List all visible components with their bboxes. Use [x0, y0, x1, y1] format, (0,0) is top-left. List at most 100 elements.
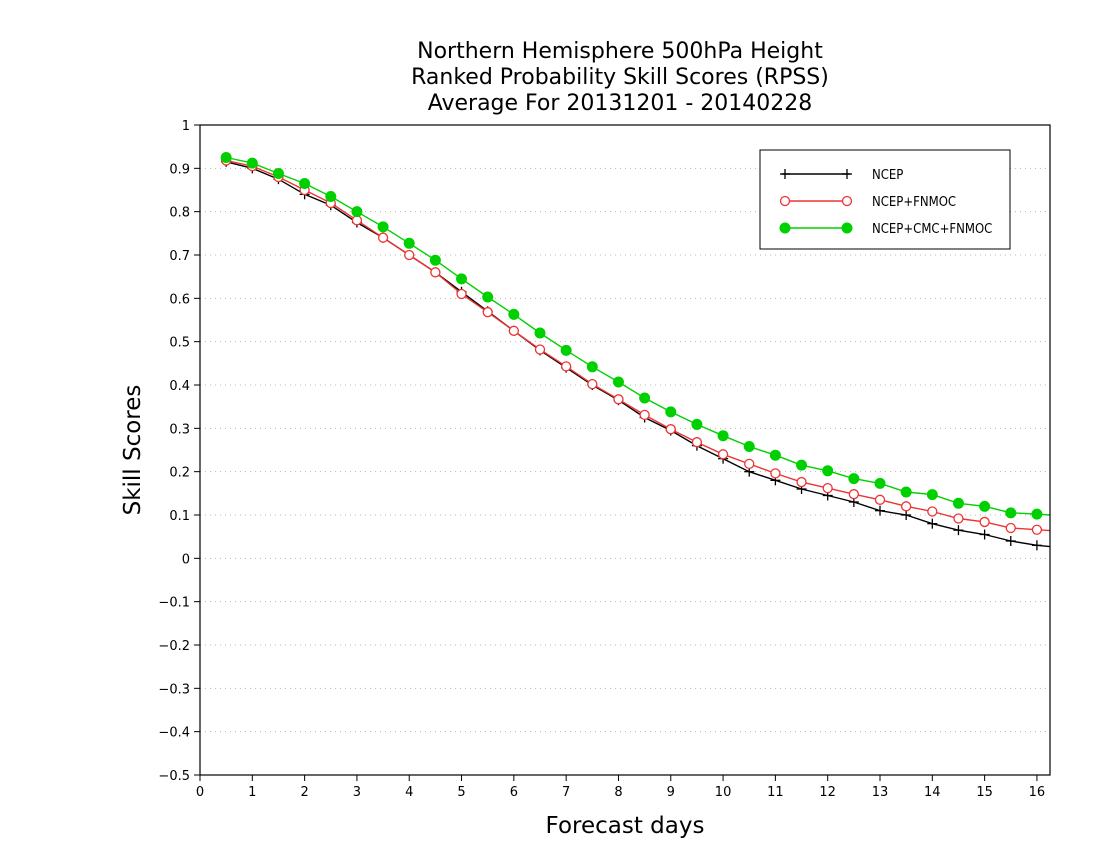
data-point [926, 489, 938, 501]
data-point [377, 232, 389, 243]
series-layer [220, 152, 1051, 551]
data-point [508, 325, 519, 336]
data-point [717, 430, 729, 442]
x-tick-label: 1 [248, 785, 256, 800]
data-point [1031, 540, 1042, 551]
y-tick-label: 0.4 [169, 379, 190, 394]
legend-item-ncep-fnmoc: NCEP+FNMOC [779, 195, 956, 210]
legend-marker [841, 222, 853, 234]
data-point [848, 473, 860, 485]
legend-marker [780, 169, 790, 179]
data-point [429, 254, 441, 266]
data-point [246, 157, 258, 169]
data-point [612, 376, 624, 388]
data-point [351, 206, 363, 218]
data-point [900, 486, 912, 498]
data-point [1031, 508, 1043, 520]
data-point [272, 168, 284, 180]
x-tick-label: 12 [819, 785, 836, 800]
data-point [377, 221, 389, 233]
x-tick-label: 15 [976, 785, 993, 800]
data-point [796, 459, 808, 471]
y-tick-label: 0.1 [169, 509, 190, 524]
x-tick-label: 6 [510, 785, 518, 800]
data-point [874, 477, 886, 489]
data-point [299, 178, 311, 189]
title-line-3: Average For 20131201 - 20140228 [428, 91, 813, 116]
data-point [586, 361, 598, 373]
data-point [220, 152, 232, 163]
x-tick-label: 16 [1029, 785, 1046, 800]
legend: NCEP NCEP+FNMOC NCEP+CMC+FNMOC [759, 149, 1011, 250]
legend-item-ncep-cmc-fnmoc: NCEP+CMC+FNMOC [779, 222, 992, 237]
chart-title: Northern Hemisphere 500hPa Height Ranked… [411, 39, 829, 116]
data-point [691, 418, 703, 430]
data-point [456, 288, 467, 300]
x-tick-label: 9 [667, 785, 675, 800]
legend-items: NCEP NCEP+FNMOC NCEP+CMC+FNMOC [779, 168, 992, 237]
data-point [901, 510, 912, 520]
data-point [717, 449, 729, 460]
y-tick-label: −0.1 [158, 596, 190, 611]
data-point [822, 482, 833, 494]
data-point [560, 344, 572, 356]
data-point [351, 215, 363, 226]
y-tick-label: 0.6 [169, 292, 190, 307]
data-point [743, 441, 755, 453]
data-point [979, 516, 990, 528]
data-point [875, 505, 885, 516]
data-point [639, 392, 651, 404]
x-axis-label: Forecast days [546, 813, 705, 839]
y-tick-label: −0.5 [158, 769, 190, 784]
x-tick-label: 7 [562, 785, 570, 800]
x-tick-label: 8 [614, 785, 622, 800]
data-point [613, 394, 624, 405]
gridlines [200, 167, 1050, 733]
data-point [901, 501, 912, 512]
data-point [430, 267, 441, 278]
y-tick-label: 0.9 [169, 162, 190, 177]
x-tick-label: 11 [767, 785, 784, 800]
legend-marker [841, 195, 853, 207]
legend-marker [779, 195, 791, 207]
data-point [404, 249, 415, 261]
y-tick-label: −0.3 [158, 682, 190, 697]
data-point [952, 497, 964, 509]
y-tick-label: 0.5 [169, 336, 190, 351]
legend-label: NCEP [872, 168, 903, 183]
data-point [796, 476, 807, 488]
y-tick-label: 0 [182, 552, 190, 567]
data-point [665, 406, 677, 418]
x-tick-label: 4 [405, 785, 413, 800]
data-point [927, 506, 938, 517]
data-point [534, 344, 546, 355]
data-point [769, 449, 781, 461]
legend-item-ncep: NCEP [780, 168, 903, 183]
data-point [665, 424, 676, 435]
x-tick-label: 5 [457, 785, 465, 800]
legend-label: NCEP+FNMOC [872, 195, 956, 210]
title-line-2: Ranked Probability Skill Scores (RPSS) [411, 65, 829, 90]
x-tick-label: 3 [353, 785, 361, 800]
plot-frame [199, 124, 1051, 776]
data-point [639, 409, 650, 421]
series-ncep-fnmoc [221, 155, 1051, 535]
data-point [561, 361, 572, 372]
data-point [1005, 536, 1016, 546]
data-point [587, 378, 598, 390]
data-point [770, 468, 781, 479]
x-tick-label: 14 [924, 785, 941, 800]
x-tick-label: 2 [300, 785, 308, 800]
data-point [874, 494, 886, 505]
data-point [1031, 524, 1043, 535]
data-point [1005, 507, 1017, 519]
title-line-1: Northern Hemisphere 500hPa Height [417, 39, 823, 64]
y-axis-label: Skill Scores [120, 385, 146, 516]
data-point [979, 529, 990, 540]
data-point [325, 191, 337, 202]
x-tick-label: 13 [872, 785, 889, 800]
x-tick-label: 10 [715, 785, 732, 800]
legend-label: NCEP+CMC+FNMOC [872, 222, 992, 237]
y-axis-ticks: −0.5 −0.4 −0.3 −0.2 −0.1 0 0.1 0.2 0.3 0.4 0.5 0.6 0… [158, 119, 200, 784]
